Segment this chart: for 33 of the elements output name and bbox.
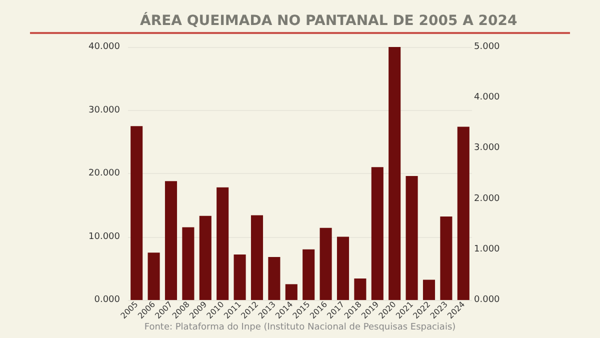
y-tick-label: 20.000 (88, 168, 120, 178)
bar (406, 176, 418, 300)
bar (216, 187, 229, 300)
bar (440, 216, 452, 300)
bar (388, 47, 401, 300)
source-note: Fonte: Plataforma do Inpe (Instituto Nacional de Pesquisas Espaciais) (144, 322, 456, 332)
bar (320, 228, 332, 300)
y2-tick-label: 1.000 (474, 244, 500, 254)
y2-tick-label: 2.000 (474, 194, 500, 204)
y-tick-label: 30.000 (88, 105, 120, 116)
y-tick-label: 10.000 (88, 232, 120, 242)
bar (302, 249, 315, 300)
bar (148, 252, 160, 300)
y2-tick-label: 3.000 (474, 143, 500, 154)
y-tick-label: 40.000 (88, 42, 120, 52)
bar (371, 167, 384, 300)
bar (268, 256, 280, 300)
bar (285, 284, 298, 300)
bar (336, 236, 350, 300)
bar (457, 126, 470, 300)
bar (234, 254, 246, 300)
chart-title: ÁREA QUEIMADA NO PANTANAL DE 2005 A 2024 (140, 12, 518, 29)
bar (354, 278, 366, 300)
bar (250, 215, 264, 300)
bar (182, 227, 194, 300)
y2-tick-label: 4.000 (474, 92, 500, 103)
bar (164, 181, 178, 300)
bar (422, 280, 436, 300)
y-tick-label: 0.000 (94, 295, 120, 305)
bar (199, 216, 212, 300)
y2-tick-label: 0.000 (474, 295, 500, 305)
bar (130, 126, 143, 300)
y2-tick-label: 5.000 (474, 42, 500, 52)
